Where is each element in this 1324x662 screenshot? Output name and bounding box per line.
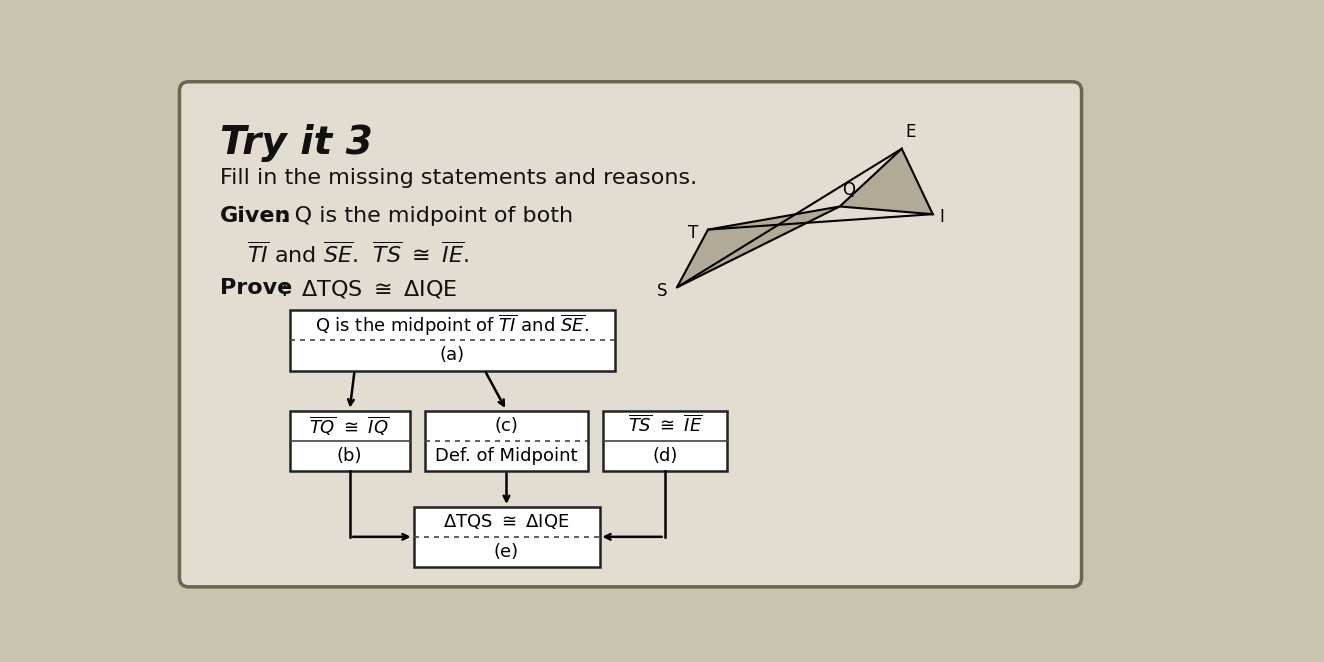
Text: (c): (c) (495, 416, 519, 434)
Text: Q: Q (842, 181, 855, 199)
Text: T: T (688, 224, 699, 242)
Text: Fill in the missing statements and reasons.: Fill in the missing statements and reaso… (220, 168, 696, 188)
Text: E: E (906, 123, 916, 141)
Text: (d): (d) (653, 447, 678, 465)
Text: I: I (939, 207, 944, 226)
Text: Prove: Prove (220, 278, 293, 298)
Text: : Q is the midpoint of both: : Q is the midpoint of both (281, 207, 573, 226)
FancyBboxPatch shape (290, 410, 409, 471)
FancyBboxPatch shape (413, 507, 600, 567)
Text: $\overline{TQ}$ $\cong$ $\overline{IQ}$: $\overline{TQ}$ $\cong$ $\overline{IQ}$ (310, 414, 389, 437)
Text: $\overline{TS}$ $\cong$ $\overline{IE}$: $\overline{TS}$ $\cong$ $\overline{IE}$ (628, 415, 703, 436)
FancyBboxPatch shape (290, 310, 616, 371)
Text: $\overline{TI}$ and $\overline{SE}$.  $\overline{TS}$ $\cong$ $\overline{IE}$.: $\overline{TI}$ and $\overline{SE}$. $\o… (246, 241, 469, 267)
Text: Given: Given (220, 207, 291, 226)
Polygon shape (839, 149, 932, 214)
Text: S: S (657, 282, 667, 300)
Text: Def. of Midpoint: Def. of Midpoint (436, 447, 577, 465)
FancyBboxPatch shape (425, 410, 588, 471)
Text: :  $\Delta$TQS $\cong$ $\Delta$IQE: : $\Delta$TQS $\cong$ $\Delta$IQE (281, 278, 458, 300)
Text: Q is the midpoint of $\overline{TI}$ and $\overline{SE}$.: Q is the midpoint of $\overline{TI}$ and… (315, 312, 589, 338)
Text: (a): (a) (440, 346, 465, 365)
Text: (e): (e) (494, 543, 519, 561)
Text: (b): (b) (336, 447, 363, 465)
Text: Try it 3: Try it 3 (220, 124, 372, 162)
FancyBboxPatch shape (180, 81, 1082, 587)
FancyBboxPatch shape (604, 410, 727, 471)
Polygon shape (677, 207, 839, 287)
Text: $\Delta$TQS $\cong$ $\Delta$IQE: $\Delta$TQS $\cong$ $\Delta$IQE (444, 512, 569, 532)
